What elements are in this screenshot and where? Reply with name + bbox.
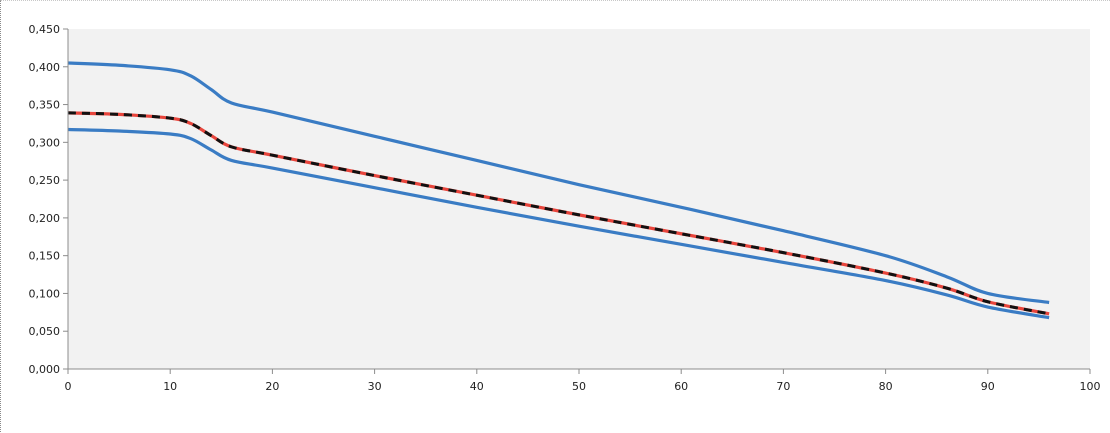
x-tick-label: 90 <box>981 380 995 393</box>
y-tick-label: 0,150 <box>29 250 61 263</box>
y-tick-label: 0,200 <box>29 212 61 225</box>
x-tick-label: 0 <box>65 380 72 393</box>
x-tick-label: 50 <box>572 380 586 393</box>
y-tick-label: 0,350 <box>29 99 61 112</box>
y-tick-label: 0,050 <box>29 325 61 338</box>
series-line-1 <box>67 61 1050 305</box>
x-tick-label: 70 <box>776 380 790 393</box>
series-layer <box>67 61 1050 320</box>
series-line-2 <box>67 127 1050 320</box>
y-tick-label: 0,300 <box>29 136 61 149</box>
x-tick-label: 80 <box>879 380 893 393</box>
y-tick-label: 0,000 <box>29 363 61 376</box>
plot-area <box>68 29 1090 369</box>
series-line-4 <box>67 111 1050 316</box>
y-tick-label: 0,400 <box>29 61 61 74</box>
y-tick-label: 0,250 <box>29 174 61 187</box>
x-tick-label: 100 <box>1080 380 1101 393</box>
x-tick-label: 10 <box>163 380 177 393</box>
y-tick-label: 0,100 <box>29 287 61 300</box>
axis-layer: 0,000 0,050 0,100 0,150 0,200 0,250 0,300 0,350… <box>29 23 1101 393</box>
y-tick-label: 0,450 <box>29 23 61 36</box>
x-tick-label: 20 <box>265 380 279 393</box>
x-tick-label: 30 <box>368 380 382 393</box>
x-tick-label: 60 <box>674 380 688 393</box>
x-tick-label: 40 <box>470 380 484 393</box>
